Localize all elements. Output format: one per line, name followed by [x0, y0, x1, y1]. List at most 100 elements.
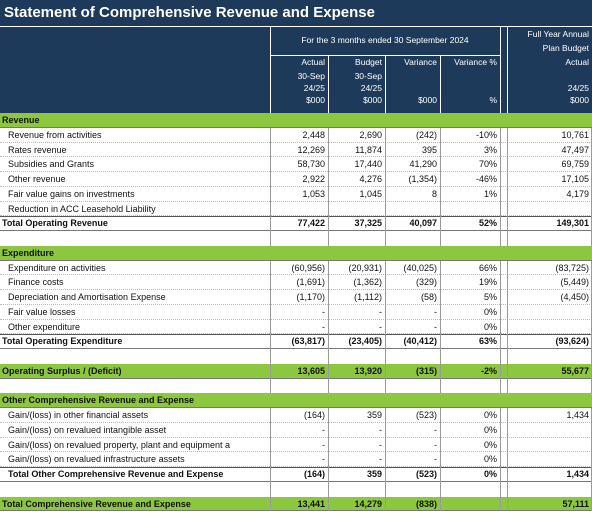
- row-label: Operating Surplus / (Deficit): [2, 365, 122, 376]
- column-line: [500, 304, 501, 320]
- column-line: [328, 186, 329, 202]
- column-line: [500, 157, 501, 172]
- column-line: [507, 422, 508, 438]
- row-background: [0, 260, 592, 276]
- column-line: [385, 157, 386, 172]
- row-value: -: [379, 306, 382, 317]
- column-line: [500, 172, 501, 187]
- row-value: 4,179: [566, 188, 589, 199]
- column-line: [440, 481, 441, 497]
- column-header: 30-Sep: [297, 71, 325, 81]
- row-value: (1,170): [296, 292, 325, 302]
- row-label: Depreciation and Amortisation Expense: [8, 292, 166, 302]
- row-value: -: [434, 439, 437, 450]
- row-label: Expenditure on activities: [8, 262, 106, 273]
- row-value: (23,405): [348, 336, 382, 347]
- row-value: (315): [415, 365, 437, 376]
- column-line: [507, 260, 508, 276]
- row-value: 58,730: [297, 159, 325, 170]
- row-label: Gain/(loss) in other financial assets: [8, 410, 149, 420]
- column-line: [440, 157, 441, 172]
- row-value: -: [379, 454, 382, 465]
- row-value: 0%: [483, 306, 497, 317]
- row-label: Rates revenue: [8, 144, 67, 155]
- column-line: [507, 452, 508, 467]
- column-header: $000: [570, 95, 589, 105]
- column-line: [500, 378, 501, 394]
- column-line: [270, 422, 271, 438]
- column-line: [440, 467, 441, 482]
- row-value: -: [322, 454, 325, 465]
- column-line: [270, 363, 271, 379]
- row-value: 12,269: [297, 144, 325, 155]
- column-line: [385, 275, 386, 290]
- column-line: [385, 349, 386, 364]
- row-value: -: [434, 306, 437, 317]
- row-value: 2,690: [359, 129, 382, 140]
- row-value: -: [434, 321, 437, 332]
- column-line: [440, 172, 441, 187]
- row-background: [0, 452, 592, 467]
- period-label: For the 3 months ended 30 September 2024: [301, 35, 469, 45]
- row-value: 40,097: [409, 218, 437, 229]
- column-line: [507, 172, 508, 187]
- column-line: [328, 319, 329, 335]
- row-label: Fair value gains on investments: [8, 188, 135, 199]
- section-heading-background: [0, 113, 592, 128]
- column-line: [328, 216, 329, 231]
- row-value: (63,817): [291, 336, 325, 347]
- column-line: [500, 422, 501, 438]
- row-value: 1,053: [302, 188, 325, 199]
- column-line: [500, 275, 501, 290]
- header-column-line: [270, 26, 271, 113]
- section-heading-background: [0, 245, 592, 261]
- row-background: [0, 172, 592, 187]
- column-line: [507, 157, 508, 172]
- section-heading-background: [0, 393, 592, 408]
- column-header: Variance %: [454, 57, 497, 67]
- header-column-line: [440, 55, 441, 113]
- row-value: 1,045: [359, 188, 382, 199]
- row-value: 37,325: [354, 218, 382, 229]
- column-line: [385, 378, 386, 394]
- row-value: (1,691): [296, 277, 325, 288]
- row-value: (58): [420, 292, 437, 302]
- column-line: [507, 186, 508, 202]
- column-line: [500, 349, 501, 364]
- column-line: [328, 231, 329, 246]
- row-value: -: [379, 439, 382, 450]
- column-header: 30-Sep: [354, 71, 382, 81]
- column-line: [328, 452, 329, 467]
- row-background: [0, 363, 592, 379]
- spacer-row: [0, 378, 592, 394]
- column-header: Actual: [565, 57, 589, 67]
- row-background: [0, 467, 592, 482]
- row-label: Other expenditure: [8, 321, 81, 332]
- row-background: [0, 334, 592, 349]
- row-label: Gain/(loss) on revalued property, plant …: [8, 439, 230, 450]
- row-value: -46%: [475, 174, 497, 184]
- header-background: [0, 0, 592, 113]
- column-line: [507, 467, 508, 482]
- row-background: [0, 496, 592, 512]
- column-line: [385, 467, 386, 482]
- row-value: (1,354): [408, 174, 437, 184]
- column-line: [500, 260, 501, 276]
- column-line: [507, 290, 508, 305]
- column-line: [270, 437, 271, 453]
- row-value: 13,605: [297, 365, 325, 376]
- row-background: [0, 422, 592, 438]
- row-value: (838): [415, 498, 437, 509]
- row-value: -10%: [475, 129, 497, 140]
- column-line: [500, 319, 501, 335]
- column-line: [440, 290, 441, 305]
- column-group-header: Plan Budget: [542, 43, 589, 53]
- row-label: Total Operating Expenditure: [2, 336, 123, 347]
- column-line: [507, 319, 508, 335]
- column-line: [328, 157, 329, 172]
- column-line: [270, 172, 271, 187]
- section-heading: Revenue: [2, 115, 40, 125]
- column-line: [328, 496, 329, 512]
- row-value: (1,112): [354, 292, 382, 302]
- column-line: [500, 186, 501, 202]
